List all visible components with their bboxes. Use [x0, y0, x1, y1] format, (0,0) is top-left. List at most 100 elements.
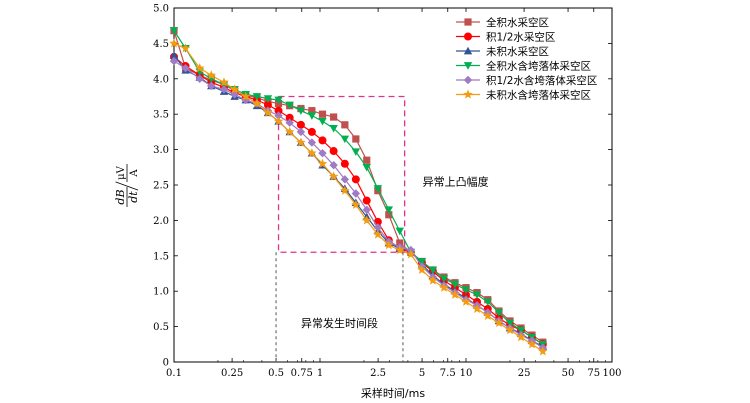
data-point — [318, 148, 327, 158]
data-point — [169, 27, 179, 35]
data-point — [229, 84, 240, 94]
x-tick-label: 10 — [460, 368, 473, 379]
data-point — [385, 211, 393, 219]
data-point — [285, 113, 294, 122]
x-tick-label: 7.5 — [440, 368, 456, 379]
data-point — [240, 91, 251, 101]
data-point — [395, 245, 405, 255]
y-tick-label: 5.0 — [153, 4, 169, 15]
data-point — [417, 258, 427, 266]
y-tick-label: 1.0 — [153, 287, 169, 298]
data-point — [296, 120, 305, 129]
data-point — [252, 98, 262, 108]
legend-entry: 全积水采空区 — [456, 16, 549, 29]
y-tick-label: 0 — [163, 358, 169, 369]
y-tick-label: 2.5 — [153, 181, 169, 192]
y-title-slash — [115, 181, 139, 191]
data-point — [285, 118, 294, 127]
data-point — [362, 163, 371, 172]
data-point — [428, 275, 438, 285]
data-point — [351, 199, 361, 209]
legend-entry: 积1/2水采空区 — [456, 31, 555, 44]
data-point — [494, 318, 504, 328]
x-tick-label: 0.1 — [166, 368, 182, 379]
legend-label: 积1/2水含垮落体采空区 — [486, 74, 597, 87]
data-point — [362, 205, 371, 214]
data-point — [329, 147, 338, 156]
data-point — [450, 280, 460, 289]
legend-entry: 全积水含垮落体采空区 — [456, 60, 591, 73]
data-point — [439, 282, 449, 292]
data-point — [263, 100, 272, 109]
data-point — [351, 175, 360, 184]
data-point — [450, 289, 460, 299]
series-layer — [169, 27, 548, 356]
data-point — [308, 107, 316, 115]
x-tick-label: 0.25 — [221, 368, 243, 379]
data-point — [307, 127, 316, 136]
y-title-dB: dB — [114, 189, 127, 204]
data-point — [169, 56, 179, 66]
x-tick-label: 0.75 — [291, 368, 313, 379]
data-point — [181, 63, 190, 73]
data-point — [527, 339, 537, 349]
data-point — [340, 175, 350, 184]
legend-marker — [464, 18, 472, 26]
legend-label: 全积水含垮落体采空区 — [486, 60, 591, 73]
x-tick-label: 0.5 — [268, 368, 284, 379]
data-point — [461, 286, 471, 294]
x-tick-label: 25 — [518, 368, 531, 379]
data-point — [194, 63, 205, 73]
y-title-unit-den: A — [129, 169, 140, 178]
data-point — [362, 196, 371, 205]
data-point — [428, 266, 438, 275]
data-point — [538, 346, 548, 356]
axes-layer: 0.1 0.25 0.5 0.75 1 2.5 5 7.5 10 25 50 75 100 0 0.5 1.0… — [114, 4, 622, 401]
data-point — [317, 158, 328, 168]
legend-marker — [463, 89, 473, 99]
x-tick-label: 75 — [587, 368, 600, 379]
anomaly-box — [277, 95, 406, 253]
data-point — [318, 117, 327, 126]
data-point — [340, 135, 350, 144]
data-point — [384, 206, 394, 214]
data-point — [373, 223, 383, 232]
data-point — [472, 291, 482, 299]
data-point — [328, 171, 339, 181]
anomaly-period-label: 异常发生时间段 — [301, 316, 378, 330]
data-point — [340, 185, 350, 195]
data-point — [384, 240, 394, 250]
data-point — [361, 215, 372, 225]
data-point — [329, 160, 338, 170]
x-tick-label: 1 — [317, 368, 323, 379]
data-point — [180, 43, 191, 53]
data-point — [195, 74, 204, 83]
data-point — [274, 106, 283, 115]
y-tick-label: 2.0 — [153, 216, 169, 227]
data-point — [318, 136, 327, 145]
x-tick-label: 50 — [562, 368, 575, 379]
data-point — [219, 85, 229, 94]
anomaly-amplitude-label: 异常上凸幅度 — [423, 174, 489, 188]
data-point — [274, 96, 283, 105]
data-point — [505, 319, 515, 328]
data-point — [296, 107, 306, 115]
data-point — [352, 135, 360, 143]
legend-entry: 未积水采空区 — [456, 45, 549, 58]
y-title-dt: dt — [127, 191, 140, 203]
data-point — [252, 93, 262, 101]
data-point — [516, 326, 526, 335]
legend-marker — [463, 62, 473, 70]
x-axis-title: 采样时间/ms — [361, 386, 425, 400]
legend: 全积水采空区积1/2水采空区未积水采空区全积水含垮落体采空区积1/2水含垮落体采… — [456, 16, 597, 102]
data-point — [483, 298, 492, 307]
data-point — [340, 159, 349, 168]
y-tick-label: 4.0 — [153, 74, 169, 85]
data-point — [219, 77, 229, 87]
data-point — [263, 95, 273, 103]
y-tick-label: 0.5 — [153, 322, 169, 333]
legend-marker — [464, 32, 472, 41]
legend-entry: 未积水含垮落体采空区 — [456, 89, 591, 102]
legend-label: 积1/2水采空区 — [486, 31, 555, 44]
data-point — [395, 227, 404, 236]
